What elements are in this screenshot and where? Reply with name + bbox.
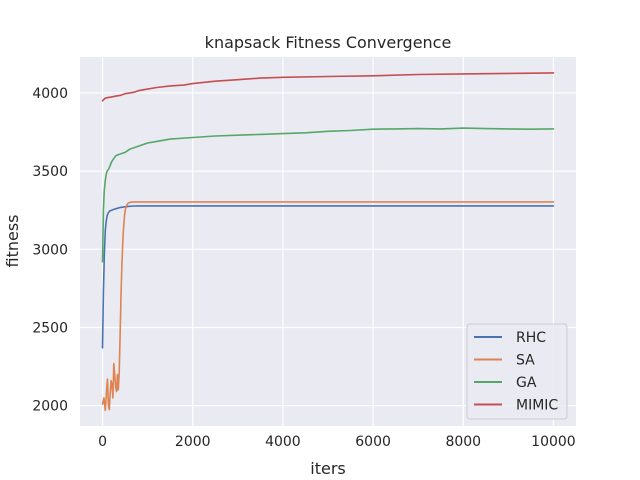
series-layer: [101, 72, 555, 412]
series-line-sa: [101, 201, 555, 412]
y-tick-label: 3500: [32, 164, 68, 180]
ticks-layer: 0 2000 4000 6000 8000 10000 2000 2500 3000 3500 40…: [32, 86, 575, 450]
chart-title: knapsack Fitness Convergence: [205, 33, 452, 52]
x-tick-label: 6000: [355, 434, 391, 450]
legend: RHC SA GA MIMIC: [466, 323, 568, 420]
x-axis-label: iters: [310, 459, 345, 478]
x-tick-label: 10000: [531, 434, 576, 450]
series-line-mimic: [101, 72, 555, 102]
y-tick-label: 2000: [32, 399, 68, 415]
x-tick-label: 0: [98, 434, 107, 450]
y-tick-label: 3000: [32, 242, 68, 258]
legend-label-mimic: MIMIC: [516, 398, 558, 414]
x-tick-label: 8000: [445, 434, 481, 450]
legend-box: [466, 323, 568, 420]
x-tick-label: 4000: [265, 434, 301, 450]
legend-label-sa: SA: [516, 353, 535, 369]
y-axis-label: fitness: [3, 214, 22, 267]
y-tick-label: 2500: [32, 320, 68, 336]
series-line-ga: [101, 127, 555, 263]
legend-label-rhc: RHC: [516, 330, 546, 346]
grid: [80, 57, 576, 426]
x-tick-label: 2000: [175, 434, 211, 450]
legend-label-ga: GA: [516, 375, 537, 391]
series-line-rhc: [101, 205, 555, 349]
y-tick-label: 4000: [32, 86, 68, 102]
